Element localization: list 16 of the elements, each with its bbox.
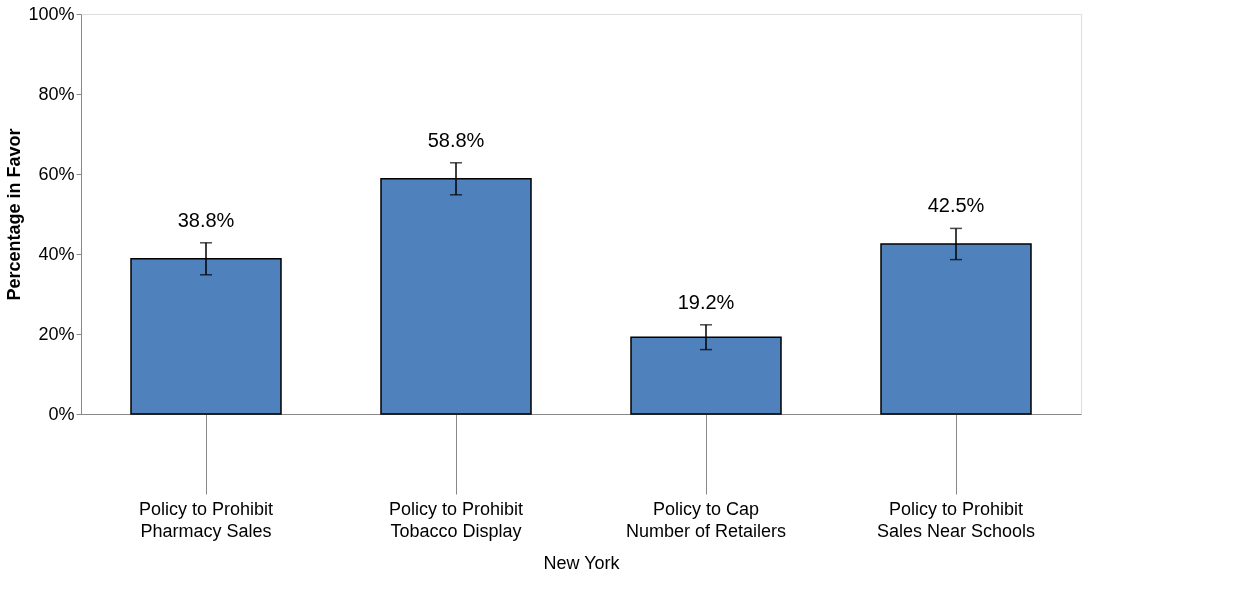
y-tick-label: 100% bbox=[28, 3, 75, 24]
x-tick-label: Policy to Prohibit Sales Near Schools bbox=[876, 498, 1036, 541]
y-axis-title: Percentage in Favor bbox=[4, 128, 25, 301]
y-tick-label: 0% bbox=[48, 403, 75, 424]
data-label: 19.2% bbox=[677, 290, 735, 313]
x-axis-title: New York bbox=[543, 552, 621, 573]
data-label: 38.8% bbox=[177, 208, 235, 231]
data-label: 42.5% bbox=[927, 194, 985, 217]
y-tick-label: 80% bbox=[38, 83, 75, 104]
y-tick-label: 60% bbox=[38, 163, 75, 184]
x-tick-label: Policy to Cap Number of Retailers bbox=[625, 498, 787, 541]
x-tick-label: Policy to Prohibit Tobacco Display bbox=[388, 498, 524, 541]
data-label: 58.8% bbox=[427, 128, 485, 151]
y-tick-label: 20% bbox=[38, 323, 75, 344]
x-tick-label: Policy to Prohibit Pharmacy Sales bbox=[138, 498, 274, 541]
y-tick-label: 40% bbox=[38, 243, 75, 264]
